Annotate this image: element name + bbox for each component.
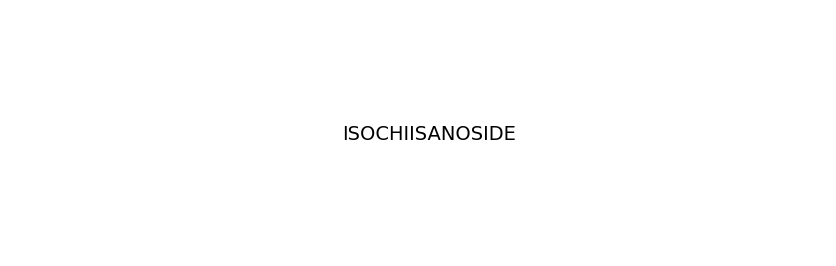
Text: ISOCHIISANOSIDE: ISOCHIISANOSIDE <box>342 125 515 144</box>
